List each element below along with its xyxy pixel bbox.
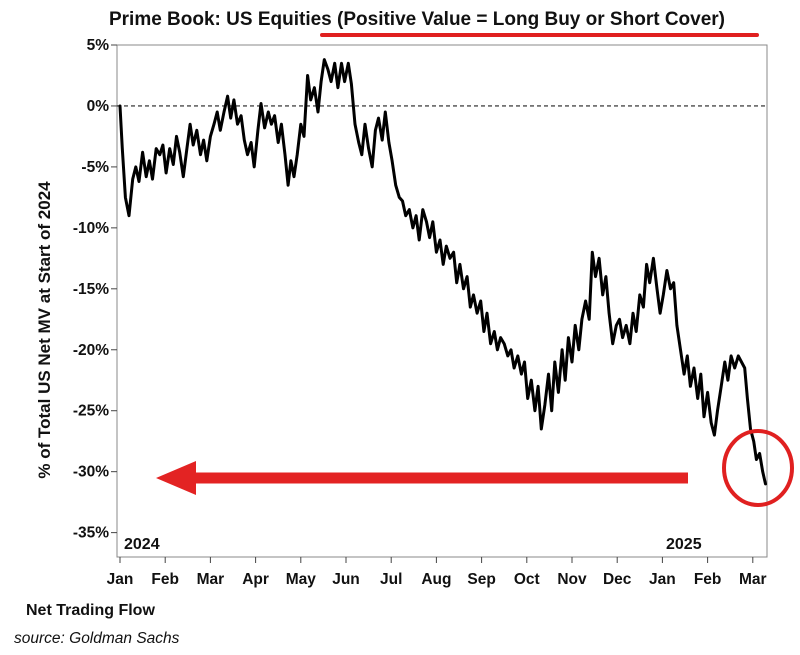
x-tick-label: Aug — [421, 571, 451, 588]
red-arrow-annotation — [156, 461, 688, 495]
y-axis-ticks: 5% 0% -5% -10% -15% -20% -25% -30% -35% — [73, 37, 117, 542]
x-tick-label: Jun — [332, 571, 360, 588]
y-tick-label: -15% — [73, 281, 109, 298]
series-line — [118, 58, 767, 486]
source-label: source: Goldman Sachs — [14, 630, 180, 647]
y-tick-label: 0% — [87, 98, 110, 115]
x-tick-label: Feb — [694, 571, 722, 588]
y-tick-label: -35% — [73, 525, 109, 542]
y-tick-label: -25% — [73, 403, 109, 420]
x-tick-label: Oct — [514, 571, 540, 588]
x-tick-label: Jan — [107, 571, 134, 588]
red-circle-annotation — [722, 429, 794, 507]
x-tick-label: May — [286, 571, 317, 588]
y-axis-label: % of Total US Net MV at Start of 2024 — [35, 181, 54, 479]
x-axis-ticks: Jan Feb Mar Apr May Jun Jul Aug Sep Oct Nov Dec Jan F… — [107, 557, 767, 588]
x-tick-label: Mar — [739, 571, 767, 588]
chart-title: Prime Book: US Equities (Positive Value … — [109, 9, 725, 30]
x-tick-label: Jan — [649, 571, 676, 588]
x-axis-label: Net Trading Flow — [26, 602, 155, 619]
y-tick-label: -5% — [81, 159, 109, 176]
x-tick-label: Feb — [151, 571, 179, 588]
year-label-2025: 2025 — [666, 536, 702, 553]
x-tick-label: Jul — [380, 571, 402, 588]
year-label-2024: 2024 — [124, 536, 160, 553]
y-tick-label: -20% — [73, 342, 109, 359]
x-tick-label: Mar — [197, 571, 225, 588]
y-tick-label: -10% — [73, 220, 109, 237]
x-tick-label: Apr — [242, 571, 269, 588]
y-tick-label: 5% — [87, 37, 110, 54]
x-tick-label: Dec — [603, 571, 632, 588]
y-tick-label: -30% — [73, 464, 109, 481]
x-tick-label: Nov — [557, 571, 587, 588]
plot-area — [116, 44, 768, 558]
x-tick-label: Sep — [467, 571, 495, 588]
